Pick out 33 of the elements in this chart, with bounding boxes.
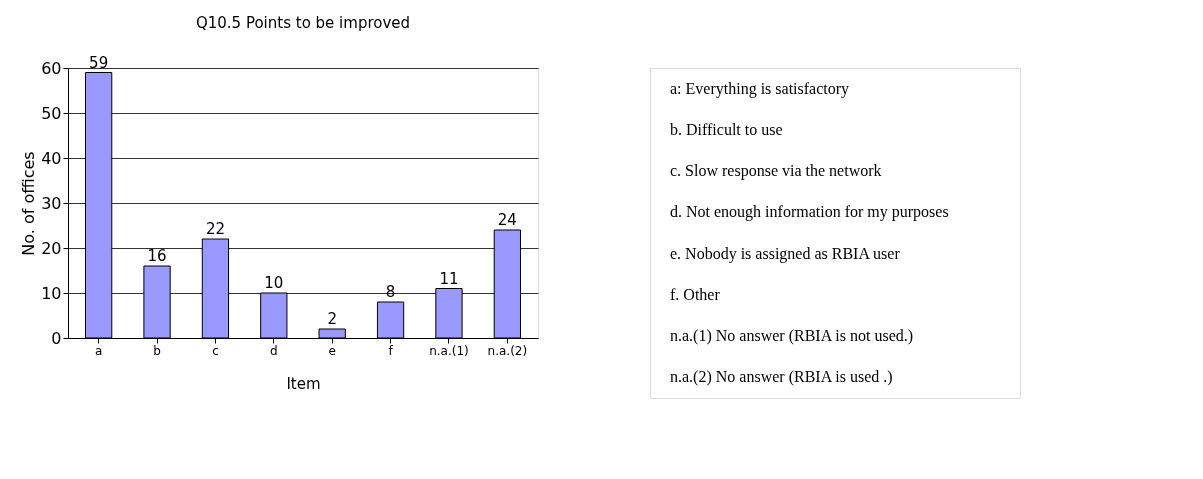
data-label: 10 — [264, 274, 284, 292]
y-tick-label: 10 — [41, 283, 62, 303]
text: f. Other — [670, 285, 721, 303]
y-axis-title: No. of offices — [19, 151, 39, 256]
x-tick-label: f — [388, 343, 394, 358]
data-label: 16 — [147, 247, 167, 265]
data-label: 2 — [327, 310, 337, 328]
data-label: 59 — [89, 53, 109, 72]
x-axis-title: Item — [286, 374, 321, 393]
y-tick-label: 50 — [41, 103, 62, 123]
text: n.a.(2) No answer (RBIA is used .) — [670, 368, 893, 387]
y-tick-label: 40 — [41, 148, 62, 168]
text: n.a.(1) No answer (RBIA is not used.) — [670, 327, 914, 346]
x-tick-label: c — [212, 343, 219, 358]
data-label: 24 — [497, 211, 517, 229]
x-tick-label: b — [153, 343, 161, 358]
text: a: Everything is satisfactory — [670, 79, 850, 98]
x-tick-label: n.a.(2) — [487, 343, 528, 358]
data-label: 22 — [205, 220, 225, 238]
y-tick-label: 20 — [41, 238, 62, 258]
text: e. Nobody is assigned as RBIA user — [670, 244, 901, 263]
data-label: 11 — [439, 269, 459, 288]
x-tick-label: a — [94, 343, 103, 358]
y-tick-label: 60 — [41, 58, 62, 78]
y-tick-label: 30 — [41, 193, 62, 213]
x-tick-label: e — [328, 343, 336, 358]
x-tick-label: d — [269, 343, 278, 358]
text: b. Difficult to use — [670, 120, 783, 138]
text: c. Slow response via the network — [670, 162, 882, 181]
y-tick-label: 0 — [51, 328, 62, 348]
text: d. Not enough information for my purposes — [670, 203, 949, 222]
chart-title: Q10.5 Points to be improved — [195, 13, 411, 32]
x-tick-label: n.a.(1) — [429, 343, 469, 358]
